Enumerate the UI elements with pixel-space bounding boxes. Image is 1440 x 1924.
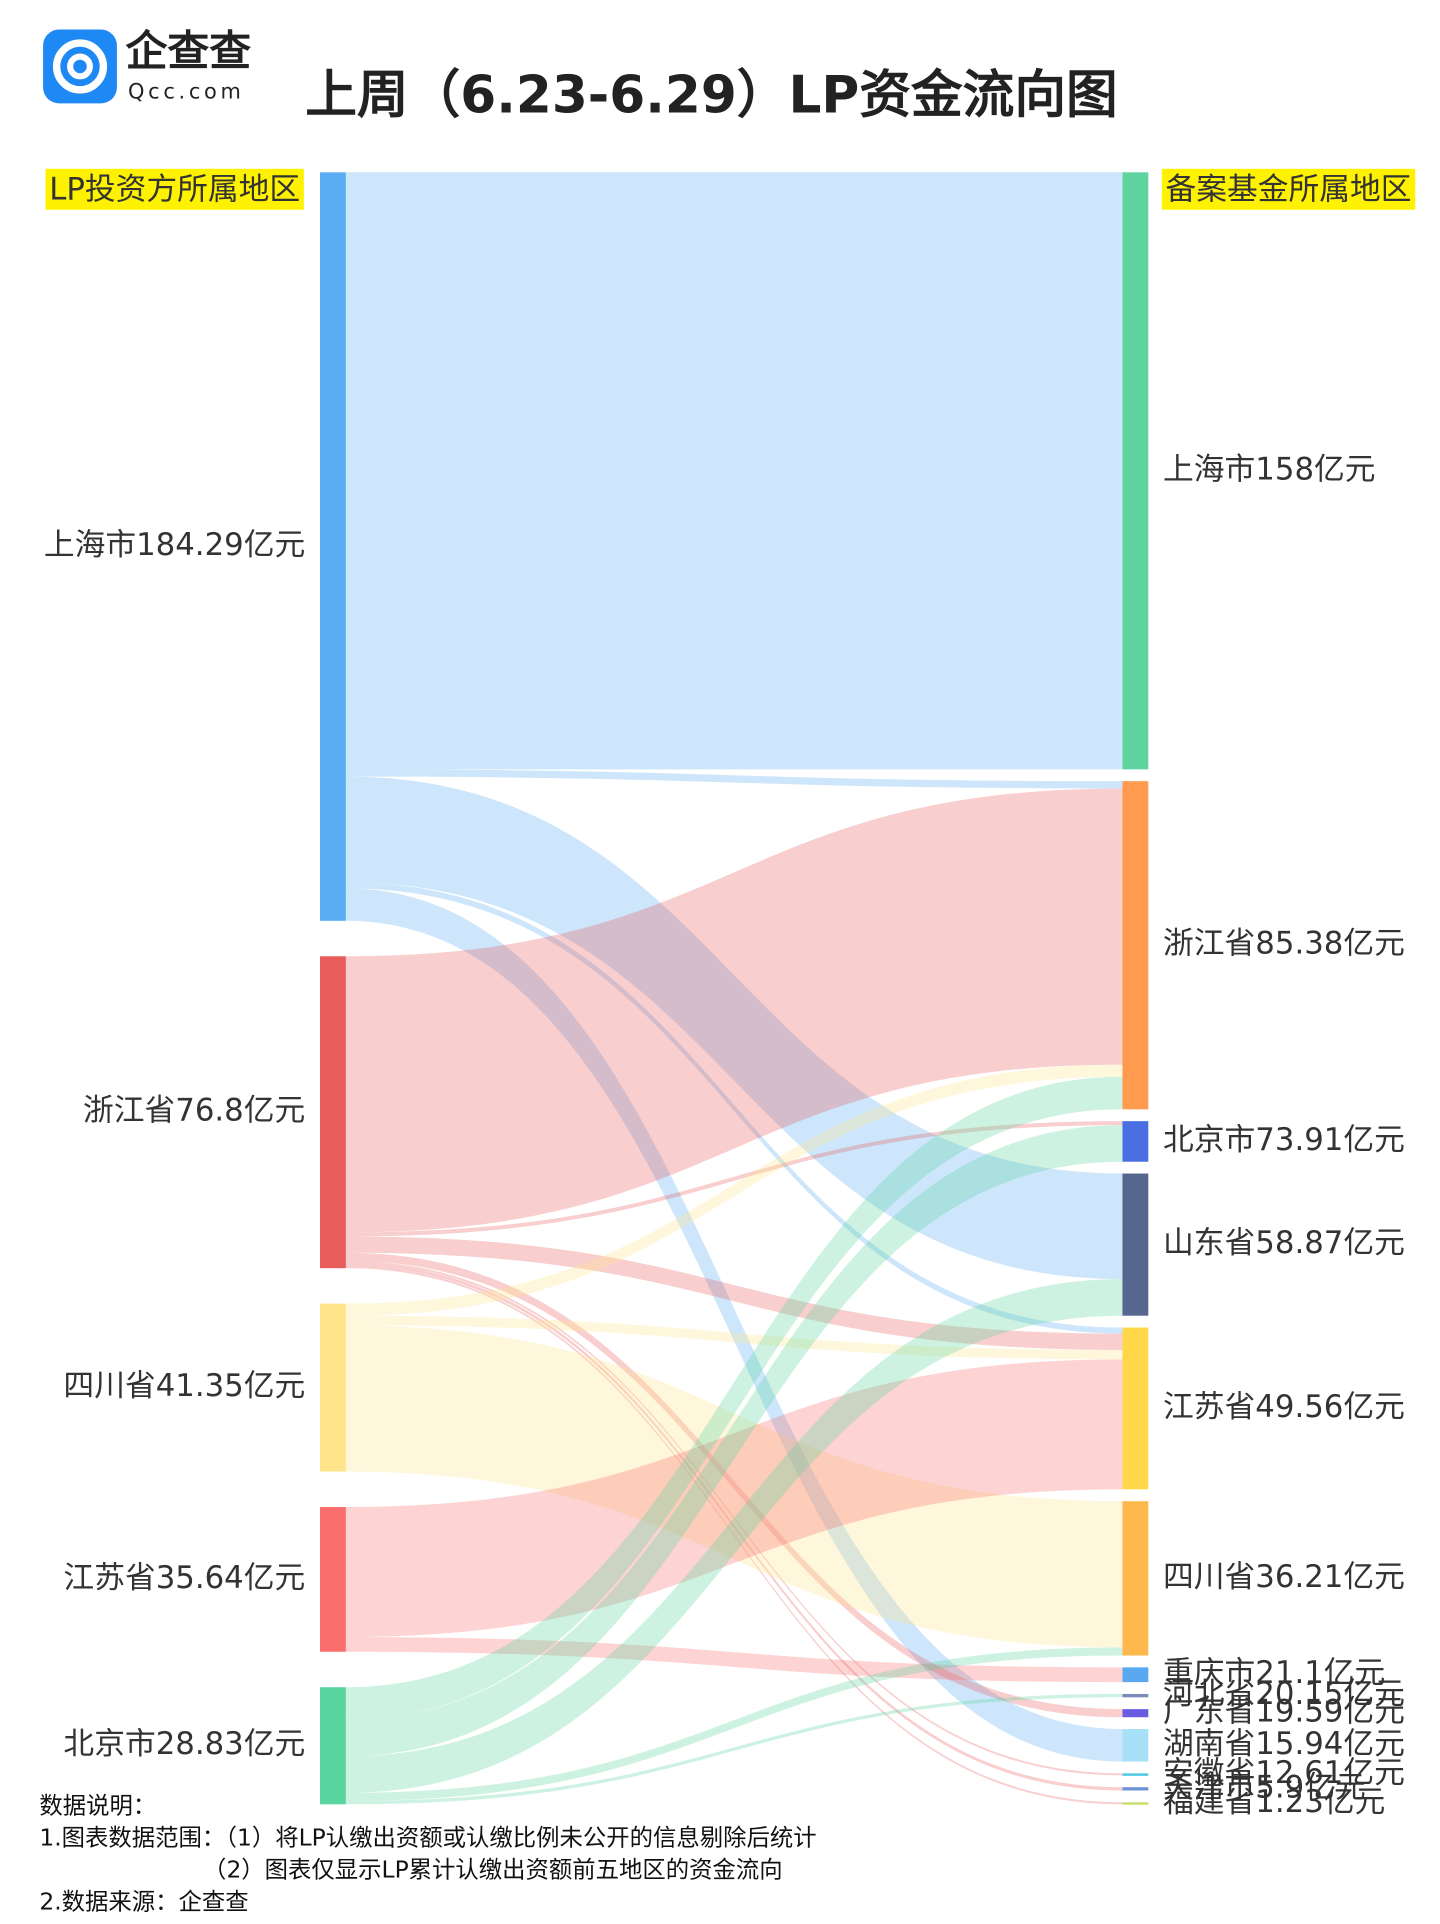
source-label: 四川省41.35亿元 (63, 1368, 305, 1404)
source-label: 浙江省76.8亿元 (83, 1093, 305, 1129)
target-label: 湖南省15.94亿元 (1163, 1726, 1405, 1762)
target-label: 四川省36.21亿元 (1163, 1559, 1405, 1595)
link (345, 788, 1123, 1233)
link (345, 1236, 1123, 1350)
link (345, 1076, 1123, 1720)
target-label: 福建省1.23亿元 (1163, 1784, 1385, 1820)
target-node (1122, 781, 1149, 1110)
target-node (1122, 1121, 1149, 1162)
logo: 企查查 Qcc.com (43, 27, 251, 104)
heading-background (45, 168, 304, 210)
logo-name: 企查查 (126, 27, 252, 76)
link (345, 172, 1123, 770)
target-label: 河北省20.15亿元 (1163, 1676, 1405, 1712)
heading-background (1161, 168, 1416, 210)
link (345, 1636, 1123, 1683)
logo-ring (52, 39, 108, 94)
link (345, 1064, 1123, 1316)
target-node (1122, 1773, 1149, 1776)
links (345, 172, 1123, 1805)
target-label: 重庆市21.1亿元 (1163, 1655, 1385, 1691)
link (345, 769, 1123, 789)
target-label: 上海市158亿元 (1163, 451, 1375, 487)
link (345, 1315, 1123, 1360)
target-node (1122, 1501, 1149, 1656)
logo-ring (67, 53, 93, 80)
link (345, 1359, 1123, 1637)
target-node (1122, 1693, 1149, 1698)
logo-domain: Qcc.com (128, 79, 245, 103)
note: （2）图表仅显示LP累计认缴出资额前五地区的资金流向 (203, 1855, 783, 1883)
target-label: 山东省58.87亿元 (1163, 1225, 1405, 1261)
link (345, 1279, 1123, 1793)
right-heading: 备案基金所属地区 (1166, 171, 1412, 207)
note: 2.数据来源：企查查 (39, 1887, 248, 1915)
link (345, 1325, 1123, 1648)
link (345, 1252, 1123, 1718)
link (345, 882, 1123, 1334)
link (345, 1266, 1123, 1805)
link (345, 1121, 1123, 1237)
link (345, 1693, 1123, 1805)
source-node (320, 1687, 346, 1805)
target-label: 安徽省12.61亿元 (1163, 1755, 1405, 1791)
target-label: 北京市73.91亿元 (1163, 1122, 1405, 1158)
source-node (320, 1303, 346, 1472)
target-label: 江苏省49.56亿元 (1163, 1389, 1405, 1425)
title: 上周（6.23-6.29）LP资金流向图 (305, 65, 1118, 125)
source-label: 上海市184.29亿元 (44, 527, 305, 563)
target-node (1122, 172, 1149, 770)
target-node (1122, 1802, 1149, 1805)
target-label: 广东省19.59亿元 (1163, 1694, 1405, 1730)
source-node (320, 956, 346, 1269)
link (345, 888, 1123, 1762)
link (345, 1260, 1123, 1776)
source-node (320, 1507, 346, 1652)
target-node (1122, 1667, 1149, 1683)
link (345, 1125, 1123, 1757)
source-node (320, 172, 346, 921)
nodes: 上海市184.29亿元浙江省76.8亿元四川省41.35亿元江苏省35.64亿元… (44, 172, 1405, 1820)
note: 1.图表数据范围：（1）将LP认缴出资额或认缴比例未公开的信息剔除后统计 (39, 1823, 816, 1851)
source-label: 江苏省35.64亿元 (63, 1560, 305, 1596)
target-node (1122, 1173, 1149, 1316)
left-heading: LP投资方所属地区 (49, 171, 300, 207)
note: 数据说明： (39, 1791, 156, 1819)
target-node (1122, 1327, 1149, 1490)
target-label: 浙江省85.38亿元 (1163, 926, 1405, 962)
source-label: 北京市28.83亿元 (63, 1726, 305, 1762)
link (345, 1647, 1123, 1801)
target-node (1122, 1709, 1149, 1718)
target-label: 天津市5.9亿元 (1163, 1769, 1366, 1805)
link (345, 776, 1123, 1280)
target-node (1122, 1787, 1149, 1791)
target-node (1122, 1729, 1149, 1762)
link (345, 1262, 1123, 1791)
